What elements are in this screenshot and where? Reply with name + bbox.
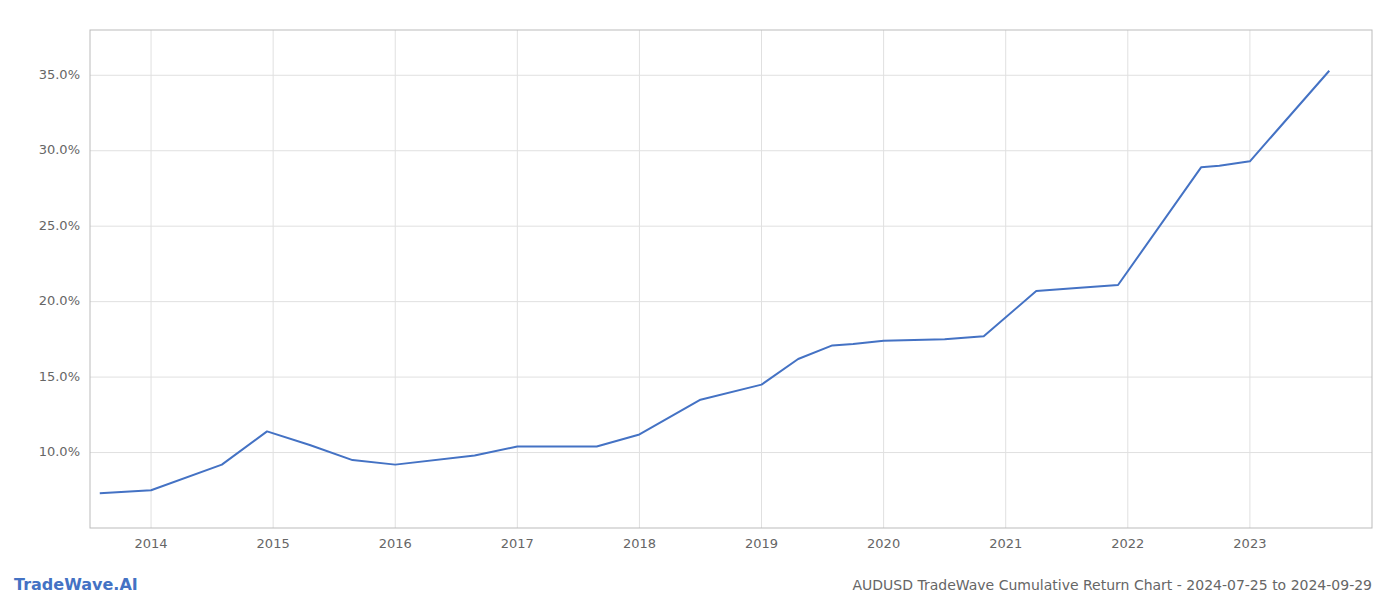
y-tick-label: 10.0% <box>39 444 80 459</box>
y-grid-line <box>90 75 1372 76</box>
x-grid-line <box>761 30 762 528</box>
x-tick-label: 2020 <box>867 536 900 551</box>
y-grid-line <box>90 150 1372 151</box>
x-grid-line <box>883 30 884 528</box>
y-grid-line <box>90 377 1372 378</box>
x-tick-label: 2022 <box>1111 536 1144 551</box>
x-tick-label: 2015 <box>257 536 290 551</box>
watermark: TradeWave.AI <box>14 575 138 594</box>
x-grid-line <box>1127 30 1128 528</box>
x-grid-line <box>395 30 396 528</box>
x-grid-line <box>517 30 518 528</box>
x-tick-label: 2023 <box>1233 536 1266 551</box>
x-tick-label: 2014 <box>135 536 168 551</box>
grid <box>90 30 1372 528</box>
x-grid-line <box>1249 30 1250 528</box>
y-grid-line <box>90 226 1372 227</box>
x-tick-label: 2019 <box>745 536 778 551</box>
x-tick-label: 2021 <box>989 536 1022 551</box>
title: AUDUSD TradeWave Cumulative Return Chart… <box>852 577 1372 593</box>
x-grid-line <box>151 30 152 528</box>
x-grid-line <box>639 30 640 528</box>
y-tick-label: 25.0% <box>39 218 80 233</box>
y-tick-label: 35.0% <box>39 67 80 82</box>
x-grid-line <box>273 30 274 528</box>
y-grid-line <box>90 452 1372 453</box>
y-grid-line <box>90 301 1372 302</box>
x-tick-label: 2016 <box>379 536 412 551</box>
line <box>100 71 1330 494</box>
x-grid-line <box>1005 30 1006 528</box>
x-tick-label: 2017 <box>501 536 534 551</box>
y-tick-label: 30.0% <box>39 142 80 157</box>
x-tick-label: 2018 <box>623 536 656 551</box>
y-tick-label: 20.0% <box>39 293 80 308</box>
chart: 10.0% 15.0% 20.0% 25.0% 30.0% 35.0% 2014 2015 20… <box>0 0 1400 600</box>
plot-frame <box>90 30 1372 528</box>
plot-area <box>100 71 1330 494</box>
axes: 10.0% 15.0% 20.0% 25.0% 30.0% 35.0% 2014 2015 20… <box>39 30 1372 551</box>
y-tick-label: 15.0% <box>39 369 80 384</box>
